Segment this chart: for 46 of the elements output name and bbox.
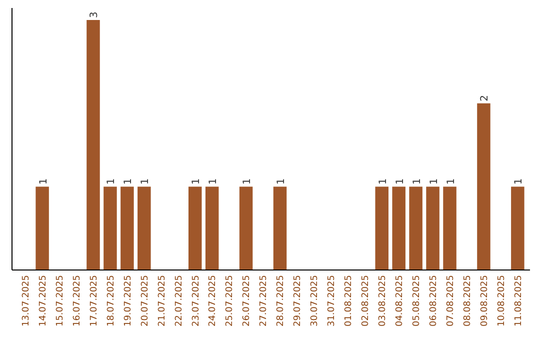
x-tick-label: 08.08.2025	[462, 275, 473, 327]
data-label: 1	[191, 178, 202, 185]
x-tick-label: 05.08.2025	[412, 275, 422, 327]
x-tick-label: 19.07.2025	[123, 275, 134, 327]
x-tick-label: 11.08.2025	[514, 275, 524, 327]
data-label: 2	[480, 94, 491, 102]
x-tick-label: 31.07.2025	[327, 275, 338, 327]
x-tick-label: 09.08.2025	[480, 275, 490, 327]
data-label: 1	[38, 178, 50, 185]
data-label: 1	[378, 178, 389, 185]
x-tick-label: 21.07.2025	[157, 275, 168, 327]
data-label: 1	[394, 178, 406, 185]
x-tick-label: 15.07.2025	[55, 275, 66, 327]
data-label: 1	[208, 178, 220, 185]
x-tick-label: 17.07.2025	[89, 275, 100, 327]
x-tick-label: 29.07.2025	[293, 275, 304, 327]
x-tick-label: 03.08.2025	[378, 275, 388, 327]
x-tick-label: 24.07.2025	[208, 275, 218, 327]
data-label: 1	[514, 178, 525, 185]
data-label: 1	[276, 178, 287, 185]
data-label: 1	[412, 178, 423, 185]
x-tick-label: 13.07.2025	[21, 275, 32, 327]
data-label: 1	[140, 178, 152, 185]
x-tick-label: 25.07.2025	[225, 275, 236, 327]
x-tick-label: 26.07.2025	[242, 275, 252, 327]
data-label: 1	[446, 178, 457, 185]
x-tick-label: 06.08.2025	[428, 275, 439, 327]
x-tick-label: 04.08.2025	[394, 275, 405, 327]
x-tick-label: 20.07.2025	[140, 275, 150, 327]
x-tick-label: 28.07.2025	[276, 275, 286, 327]
x-tick-label: 07.08.2025	[446, 275, 456, 327]
x-tick-label: 14.07.2025	[38, 275, 48, 327]
data-label: 1	[428, 178, 440, 185]
x-tick-label: 02.08.2025	[361, 275, 372, 327]
x-tick-label: 27.07.2025	[259, 275, 270, 327]
x-tick-label: 16.07.2025	[72, 275, 82, 327]
x-tick-label: 22.07.2025	[174, 275, 184, 327]
data-label: 1	[106, 178, 118, 185]
x-tick-label: 01.08.2025	[344, 275, 354, 327]
x-tick-label: 30.07.2025	[310, 275, 320, 327]
data-label: 1	[123, 178, 134, 185]
x-tick-label: 23.07.2025	[191, 275, 202, 327]
data-label: 3	[89, 12, 100, 18]
data-label: 1	[242, 178, 254, 185]
x-tick-label: 18.07.2025	[106, 275, 116, 327]
x-tick-label: 10.08.2025	[496, 275, 507, 327]
